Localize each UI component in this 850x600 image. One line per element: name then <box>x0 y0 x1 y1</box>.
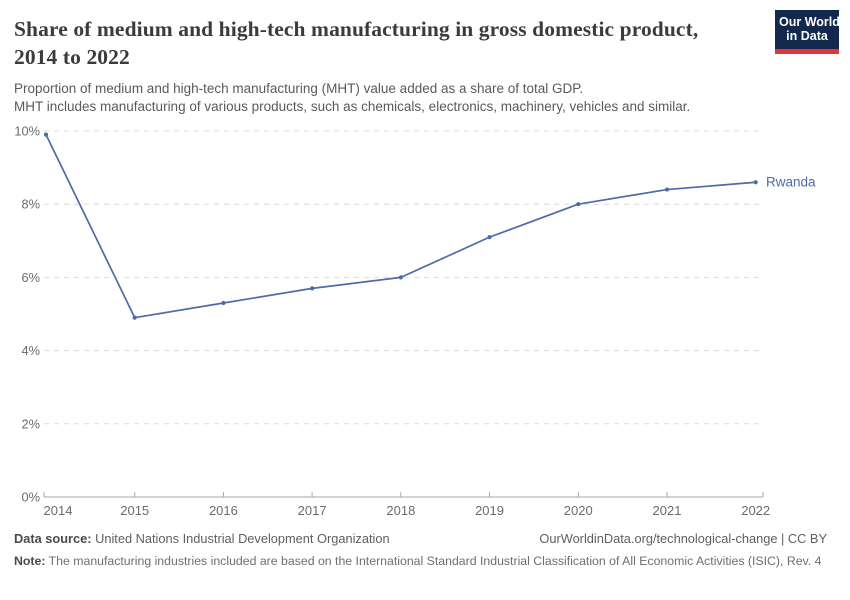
x-axis-tick-label: 2019 <box>475 503 504 518</box>
series-label-rwanda[interactable]: Rwanda <box>766 175 816 190</box>
x-axis-tick-label: 2014 <box>44 503 73 518</box>
y-axis-tick-label: 8% <box>22 197 41 212</box>
x-axis-tick-label: 2021 <box>653 503 682 518</box>
line-chart: 0% 2% 4% 6% 8% 10% 2014 2015 2016 2017 2018 2019 202… <box>14 124 816 519</box>
data-point[interactable] <box>398 275 403 280</box>
x-axis-tick-label: 2022 <box>741 503 770 518</box>
x-axis-tick-label: 2020 <box>564 503 593 518</box>
data-source-text: Data source: United Nations Industrial D… <box>14 531 390 546</box>
data-point[interactable] <box>487 235 492 240</box>
data-point[interactable] <box>576 202 581 207</box>
page-title: Share of medium and high-tech manufactur… <box>14 17 699 69</box>
data-point[interactable] <box>221 300 226 306</box>
subtitle-line-2: MHT includes manufacturing of various pr… <box>14 99 691 114</box>
data-point[interactable] <box>664 187 670 192</box>
data-point[interactable] <box>132 315 137 320</box>
owid-url-link[interactable]: OurWorldinData.org/technological-change … <box>539 531 827 546</box>
data-line-rwanda[interactable] <box>45 133 757 319</box>
note-label: Note: <box>14 554 46 568</box>
x-axis-tick-label: 2018 <box>386 503 415 518</box>
data-point[interactable] <box>310 286 315 291</box>
owid-logo-text-line1: Our World <box>779 15 840 29</box>
x-axis-tick-label: 2017 <box>298 503 327 518</box>
x-axis-tick-label: 2015 <box>120 503 149 518</box>
y-axis-tick-label: 6% <box>22 270 41 285</box>
data-point[interactable] <box>753 180 758 185</box>
y-axis-tick-label: 0% <box>22 490 41 505</box>
x-axis-tick-label: 2016 <box>209 503 238 518</box>
y-axis-tick-label: 10% <box>14 124 40 139</box>
data-source-label: Data source: <box>14 531 92 546</box>
data-source-value: United Nations Industrial Development Or… <box>95 531 390 546</box>
owid-logo[interactable]: Our World in Data <box>775 10 840 54</box>
footer-note-row: Note: The manufacturing industries inclu… <box>14 553 829 569</box>
y-axis-tick-label: 4% <box>22 343 41 358</box>
note-value: The manufacturing industries included ar… <box>48 554 822 568</box>
y-axis-tick-label: 2% <box>22 416 41 431</box>
owid-logo-text-line2: in Data <box>786 29 828 43</box>
subtitle-line-1: Proportion of medium and high-tech manuf… <box>14 81 584 96</box>
data-point[interactable] <box>43 132 49 137</box>
chart-subtitle: Proportion of medium and high-tech manuf… <box>14 80 804 116</box>
footer-source-row: Data source: United Nations Industrial D… <box>14 531 827 546</box>
